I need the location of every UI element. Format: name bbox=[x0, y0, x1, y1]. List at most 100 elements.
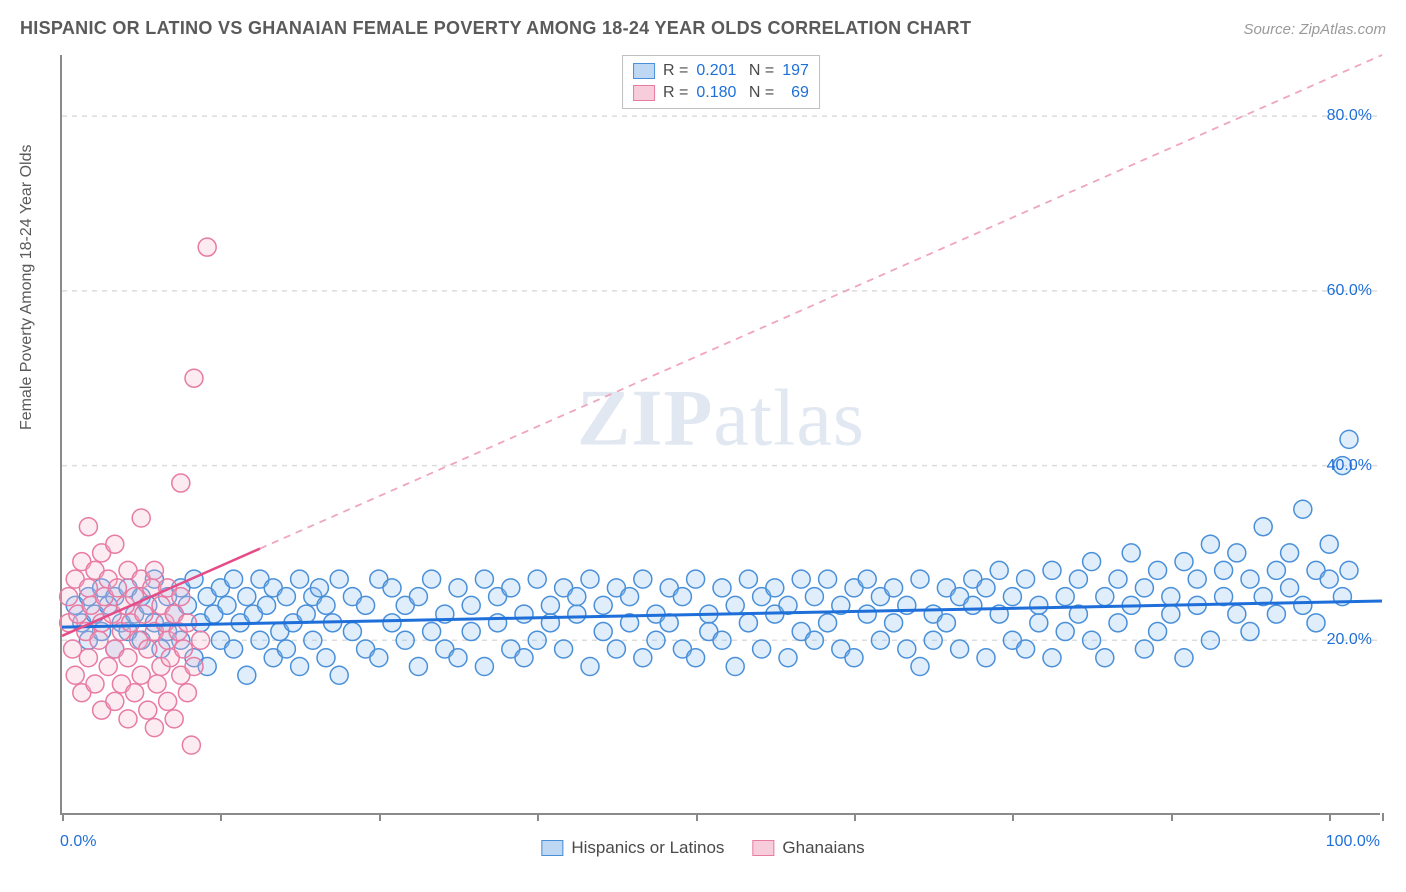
data-point bbox=[581, 570, 599, 588]
data-point bbox=[174, 640, 192, 658]
data-point bbox=[1294, 500, 1312, 518]
data-point bbox=[1109, 570, 1127, 588]
data-point bbox=[258, 596, 276, 614]
data-point bbox=[1043, 561, 1061, 579]
data-point bbox=[1307, 614, 1325, 632]
data-point bbox=[135, 605, 153, 623]
data-point bbox=[64, 640, 82, 658]
stat-n-ghanaian: 69 bbox=[782, 84, 809, 102]
data-point bbox=[898, 640, 916, 658]
data-point bbox=[317, 649, 335, 667]
x-tick bbox=[696, 813, 698, 821]
data-point bbox=[1162, 588, 1180, 606]
data-point bbox=[713, 631, 731, 649]
data-point bbox=[462, 623, 480, 641]
data-point bbox=[343, 623, 361, 641]
data-point bbox=[634, 570, 652, 588]
data-point bbox=[238, 588, 256, 606]
data-point bbox=[621, 588, 639, 606]
data-point bbox=[1320, 570, 1338, 588]
source-label: Source: ZipAtlas.com bbox=[1243, 21, 1386, 38]
stats-legend: R = 0.201 N = 197 R = 0.180 N = 69 bbox=[622, 55, 820, 109]
data-point bbox=[568, 605, 586, 623]
data-point bbox=[148, 675, 166, 693]
data-point bbox=[449, 649, 467, 667]
data-point bbox=[79, 649, 97, 667]
data-point bbox=[172, 474, 190, 492]
stat-r-hispanic: 0.201 bbox=[696, 62, 736, 80]
data-point bbox=[805, 588, 823, 606]
stat-n-label: N = bbox=[744, 62, 774, 80]
legend-item-ghanaian: Ghanaians bbox=[752, 838, 864, 858]
data-point bbox=[924, 631, 942, 649]
plot-svg bbox=[62, 55, 1380, 813]
bottom-legend: Hispanics or Latinos Ghanaians bbox=[541, 838, 864, 858]
stat-r-label: R = bbox=[663, 84, 688, 102]
data-point bbox=[218, 596, 236, 614]
data-point bbox=[594, 596, 612, 614]
data-point bbox=[1281, 544, 1299, 562]
data-point bbox=[1083, 553, 1101, 571]
x-tick bbox=[379, 813, 381, 821]
data-point bbox=[1109, 614, 1127, 632]
data-point bbox=[423, 570, 441, 588]
data-point bbox=[805, 631, 823, 649]
data-point bbox=[119, 649, 137, 667]
data-point bbox=[462, 596, 480, 614]
data-point bbox=[165, 710, 183, 728]
data-point bbox=[964, 596, 982, 614]
data-point bbox=[132, 509, 150, 527]
data-point bbox=[291, 657, 309, 675]
data-point bbox=[1149, 561, 1167, 579]
data-point bbox=[502, 579, 520, 597]
data-point bbox=[277, 588, 295, 606]
x-tick bbox=[1329, 813, 1331, 821]
data-point bbox=[568, 588, 586, 606]
data-point bbox=[132, 666, 150, 684]
data-point bbox=[1241, 570, 1259, 588]
data-point bbox=[409, 588, 427, 606]
x-tick-label: 0.0% bbox=[60, 833, 96, 851]
data-point bbox=[310, 579, 328, 597]
data-point bbox=[766, 579, 784, 597]
data-point bbox=[225, 640, 243, 658]
data-point bbox=[990, 561, 1008, 579]
x-tick bbox=[62, 813, 64, 821]
data-point bbox=[1096, 588, 1114, 606]
data-point bbox=[1122, 544, 1140, 562]
data-point bbox=[911, 570, 929, 588]
data-point bbox=[86, 675, 104, 693]
data-point bbox=[423, 623, 441, 641]
data-point bbox=[90, 631, 108, 649]
data-point bbox=[475, 657, 493, 675]
data-point bbox=[555, 640, 573, 658]
title-bar: HISPANIC OR LATINO VS GHANAIAN FEMALE PO… bbox=[20, 18, 1386, 39]
stat-r-label: R = bbox=[663, 62, 688, 80]
data-point bbox=[1201, 631, 1219, 649]
data-point bbox=[396, 631, 414, 649]
data-point bbox=[1201, 535, 1219, 553]
data-point bbox=[139, 640, 157, 658]
data-point bbox=[489, 614, 507, 632]
legend-item-hispanic: Hispanics or Latinos bbox=[541, 838, 724, 858]
trend-line bbox=[260, 55, 1382, 549]
data-point bbox=[1175, 649, 1193, 667]
stats-row-hispanic: R = 0.201 N = 197 bbox=[631, 60, 811, 82]
data-point bbox=[139, 701, 157, 719]
data-point bbox=[581, 657, 599, 675]
stat-n-hispanic: 197 bbox=[782, 62, 809, 80]
plot-area: ZIPatlas R = 0.201 N = 197 R = 0.180 N =… bbox=[60, 55, 1380, 815]
data-point bbox=[106, 692, 124, 710]
data-point bbox=[225, 570, 243, 588]
data-point bbox=[1030, 614, 1048, 632]
data-point bbox=[1241, 623, 1259, 641]
data-point bbox=[1003, 588, 1021, 606]
data-point bbox=[1056, 623, 1074, 641]
data-point bbox=[60, 588, 78, 606]
data-point bbox=[1340, 430, 1358, 448]
data-point bbox=[106, 535, 124, 553]
data-point bbox=[409, 657, 427, 675]
stat-n-label: N = bbox=[744, 84, 774, 102]
data-point bbox=[1340, 561, 1358, 579]
data-point bbox=[198, 238, 216, 256]
